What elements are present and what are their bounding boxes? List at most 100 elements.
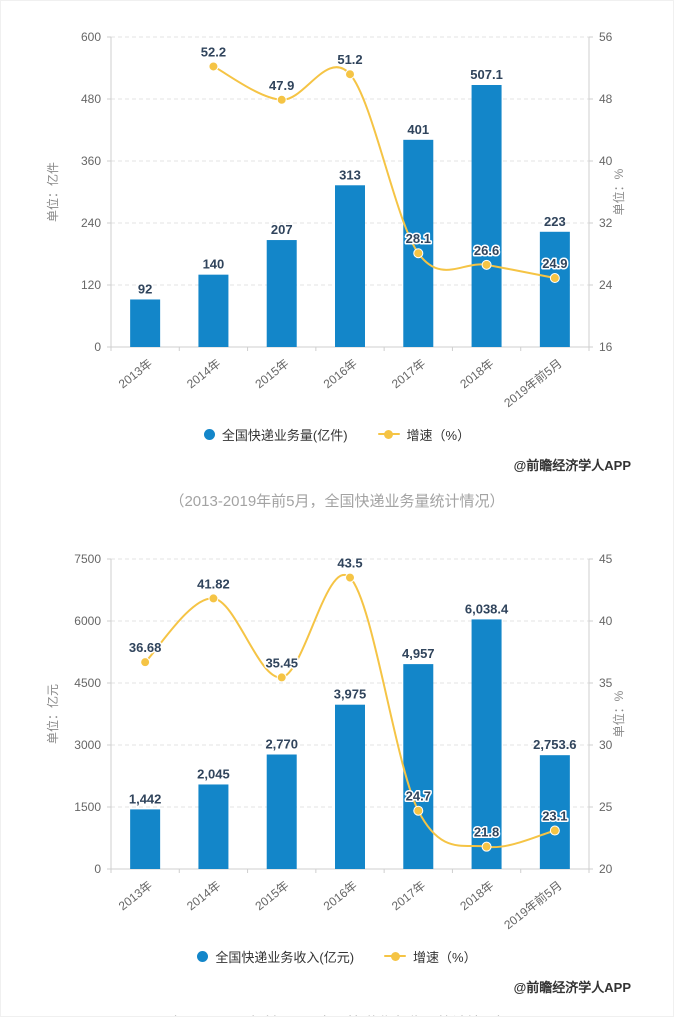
bar[interactable] [335,185,365,347]
left-axis-tick-label: 0 [94,862,101,876]
legend-label: 全国快递业务量(亿件) [221,427,348,443]
line-value-label: 47.9 [269,78,294,93]
line-value-label: 51.2 [337,52,362,67]
chart-caption: （2013-2019年前5月，全国快递业务收入统计情况） [1,1012,673,1016]
line-value-label: 26.6 [474,243,499,258]
right-axis-tick-label: 16 [599,340,613,354]
express-volume-chart-section: 0 120 240 360 480 600 16 24 32 40 48 56 单位：亿件 单位：% 201… [1,1,673,511]
line-value-label: 35.45 [265,655,298,670]
right-axis-tick-label: 56 [599,30,613,44]
right-axis-tick-label: 24 [599,278,613,292]
line-point[interactable] [140,657,151,668]
bar[interactable] [403,664,434,869]
left-axis-title: 单位：亿件 [45,162,60,222]
right-axis-title: 单位：% [611,690,626,737]
right-axis-tick-label: 35 [599,676,613,690]
line-point[interactable] [345,572,355,583]
left-axis-title: 单位：亿元 [45,684,60,744]
bar[interactable] [266,754,297,869]
right-axis-tick-label: 32 [599,216,613,230]
right-axis-title: 单位：% [611,168,626,215]
watermark: @前瞻经济学人APP [513,458,631,473]
bar[interactable] [539,231,570,347]
line-value-label: 41.82 [197,576,230,591]
legend-item-growth-line[interactable]: 增速（%） [377,425,470,444]
category-label: 2014年 [184,878,223,913]
line-point[interactable] [208,593,219,604]
watermark: @前瞻经济学人APP [513,980,631,995]
bar-value-label: 92 [138,281,152,296]
bar-value-label: 4,957 [402,646,435,661]
left-axis-tick-label: 0 [94,340,101,354]
legend-item-revenue-bars[interactable]: 全国快递业务收入(亿元) [197,947,354,966]
line-point[interactable] [413,805,424,816]
category-label: 2016年 [321,356,360,391]
left-axis-tick-label: 3000 [74,738,101,752]
right-axis-tick-label: 25 [599,800,613,814]
category-label: 2013年 [116,356,155,391]
bar-value-label: 207 [271,222,293,237]
line-point[interactable] [276,94,287,105]
left-axis-tick-label: 4500 [74,676,101,690]
category-label: 2014年 [184,356,223,391]
left-axis-tick-label: 480 [81,92,101,106]
line-value-label: 24.9 [542,256,567,271]
category-label: 2016年 [321,878,360,913]
category-label: 2019年前5月 [501,878,565,933]
growth-line-series: 52.2 47.9 51.2 28.1 26.6 24.9 [199,43,569,284]
line-point[interactable] [481,841,492,852]
left-axis-tick-label: 7500 [74,552,101,566]
category-label: 2017年 [389,356,428,391]
legend-label: 全国快递业务收入(亿元) [215,949,355,965]
bar-series: 92 140 207 313 401 507.1 223 [130,67,570,347]
axis-tick-labels: 0 1500 3000 4500 6000 7500 20 25 30 35 40 45 [74,552,612,876]
bar-value-label: 1,442 [129,791,162,806]
category-label: 2015年 [252,356,291,391]
bar-value-label: 2,045 [197,766,230,781]
legend: 全国快递业务量(亿件) 增速（%） [1,423,673,445]
line-value-label: 28.1 [406,231,431,246]
bar-series-marker-icon [203,428,215,440]
line-value-label: 36.68 [129,640,162,655]
bar[interactable] [471,84,502,347]
legend-item-volume-bars[interactable]: 全国快递业务量(亿件) [203,425,348,444]
legend: 全国快递业务收入(亿元) 增速（%） [1,945,673,967]
line-point[interactable] [481,259,492,270]
bar[interactable] [198,784,229,869]
line-value-label: 43.5 [337,556,362,571]
category-label: 2015年 [252,878,291,913]
bar[interactable] [130,809,161,869]
bar[interactable] [198,274,229,347]
bar-value-label: 140 [203,257,225,272]
bar[interactable] [471,619,502,869]
line-value-label: 24.7 [406,789,431,804]
bar-value-label: 223 [544,214,566,229]
legend-label: 增速（%） [413,949,477,965]
line-point[interactable] [345,69,355,80]
bar[interactable] [266,240,297,347]
growth-line-series: 36.68 41.82 35.45 43.5 24.7 21.8 23.1 [127,554,569,852]
line-point[interactable] [549,273,560,284]
category-labels: 2013年 2014年 2015年 2016年 2017年 2018年 2019年前5月 [116,878,565,933]
line-series-marker-icon [384,951,407,962]
category-label: 2019年前5月 [501,356,565,411]
bar-value-label: 6,038.4 [465,601,509,616]
right-axis-tick-label: 20 [599,862,613,876]
bar[interactable] [335,704,365,869]
legend-item-growth-line[interactable]: 增速（%） [384,947,477,966]
right-axis-tick-label: 40 [599,154,613,168]
bar[interactable] [130,299,161,347]
line-point[interactable] [208,61,219,72]
right-axis-tick-label: 48 [599,92,613,106]
line-point[interactable] [276,672,287,683]
line-series-marker-icon [377,429,400,440]
bar-series: 1,442 2,045 2,770 3,975 4,957 6,038.4 2,753.6 [129,601,577,869]
line-point[interactable] [413,248,424,259]
left-axis-tick-label: 360 [81,154,101,168]
bar[interactable] [403,139,434,347]
bar[interactable] [539,755,570,869]
right-axis-tick-label: 30 [599,738,613,752]
bar-value-label: 3,975 [334,687,367,702]
category-label: 2018年 [457,878,496,913]
line-point[interactable] [549,825,560,836]
